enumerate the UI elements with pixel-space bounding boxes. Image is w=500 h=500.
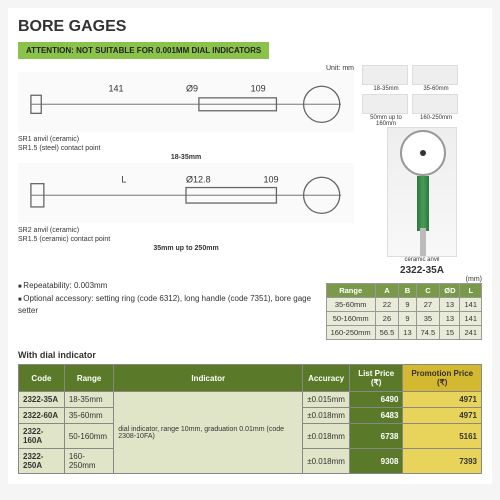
- indicator-cell: dial indicator, range 10mm, graduation 0…: [114, 392, 303, 474]
- dial-indicator-icon: [400, 130, 446, 176]
- unit-label: Unit: mm: [18, 65, 354, 72]
- svg-text:L: L: [121, 174, 126, 184]
- price-section-title: With dial indicator: [18, 350, 482, 360]
- diagram2-anvil: SR2 anvil (ceramic): [18, 227, 354, 234]
- diagram1-contact: SR1.5 (steel) contact point: [18, 145, 354, 152]
- notes-column: Repeatability: 0.003mm Optional accessor…: [18, 276, 320, 320]
- note-repeat: Repeatability: 0.003mm: [18, 280, 320, 291]
- range-thumb: 50mm up to 160mm: [362, 94, 410, 127]
- dim-table-wrap: (mm) Range A B C ØD L 35-60mm2292713141 …: [326, 276, 482, 346]
- range-thumb: 35-60mm: [412, 65, 460, 92]
- diagrams-column: Unit: mm 141 Ø9 109 SR1 anvil (ceramic) …: [18, 65, 354, 276]
- range-thumbnails: 18-35mm 35-60mm 50mm up to 160mm 160-250…: [362, 65, 482, 127]
- dimension-table: Range A B C ØD L 35-60mm2292713141 50-16…: [326, 283, 482, 340]
- table-row: 35-60mm2292713141: [326, 298, 481, 312]
- top-section: Unit: mm 141 Ø9 109 SR1 anvil (ceramic) …: [18, 65, 482, 276]
- diagram-2: L Ø12.8 109: [18, 163, 354, 223]
- page-title: BORE GAGES: [18, 18, 482, 36]
- probe-icon: [420, 228, 426, 256]
- model-number: 2322-35A: [400, 265, 444, 276]
- anvil-label: ceramic anvil: [404, 257, 439, 263]
- catalog-page: BORE GAGES ATTENTION: NOT SUITABLE FOR 0…: [8, 8, 492, 484]
- mid-section: Repeatability: 0.003mm Optional accessor…: [18, 276, 482, 346]
- diagram1-range: 18-35mm: [18, 154, 354, 161]
- diagram1-anvil: SR1 anvil (ceramic): [18, 136, 354, 143]
- attention-banner: ATTENTION: NOT SUITABLE FOR 0.001MM DIAL…: [18, 42, 269, 59]
- product-image: [387, 127, 457, 257]
- svg-text:Ø12.8: Ø12.8: [186, 174, 211, 184]
- note-accessory: Optional accessory: setting ring (code 6…: [18, 293, 320, 316]
- table-header-row: Code Range Indicator Accuracy List Price…: [19, 365, 482, 392]
- table-row: 2322-35A 18-35mm dial indicator, range 1…: [19, 392, 482, 408]
- notes-list: Repeatability: 0.003mm Optional accessor…: [18, 280, 320, 316]
- table-header-row: Range A B C ØD L: [326, 284, 481, 298]
- diagram2-range: 35mm up to 250mm: [18, 245, 354, 252]
- table-row: 160-250mm56.51374.515241: [326, 326, 481, 340]
- dim-unit: (mm): [326, 276, 482, 283]
- table-row: 50-160mm2693513141: [326, 312, 481, 326]
- handle-icon: [417, 176, 429, 231]
- price-table: Code Range Indicator Accuracy List Price…: [18, 364, 482, 474]
- product-column: 18-35mm 35-60mm 50mm up to 160mm 160-250…: [362, 65, 482, 276]
- svg-text:Ø9: Ø9: [186, 83, 198, 93]
- svg-text:109: 109: [251, 83, 266, 93]
- range-thumb: 160-250mm: [412, 94, 460, 127]
- diagram2-contact: SR1.5 (ceramic) contact point: [18, 236, 354, 243]
- svg-text:141: 141: [108, 83, 123, 93]
- diagram-1: 141 Ø9 109: [18, 72, 354, 132]
- svg-text:109: 109: [264, 174, 279, 184]
- range-thumb: 18-35mm: [362, 65, 410, 92]
